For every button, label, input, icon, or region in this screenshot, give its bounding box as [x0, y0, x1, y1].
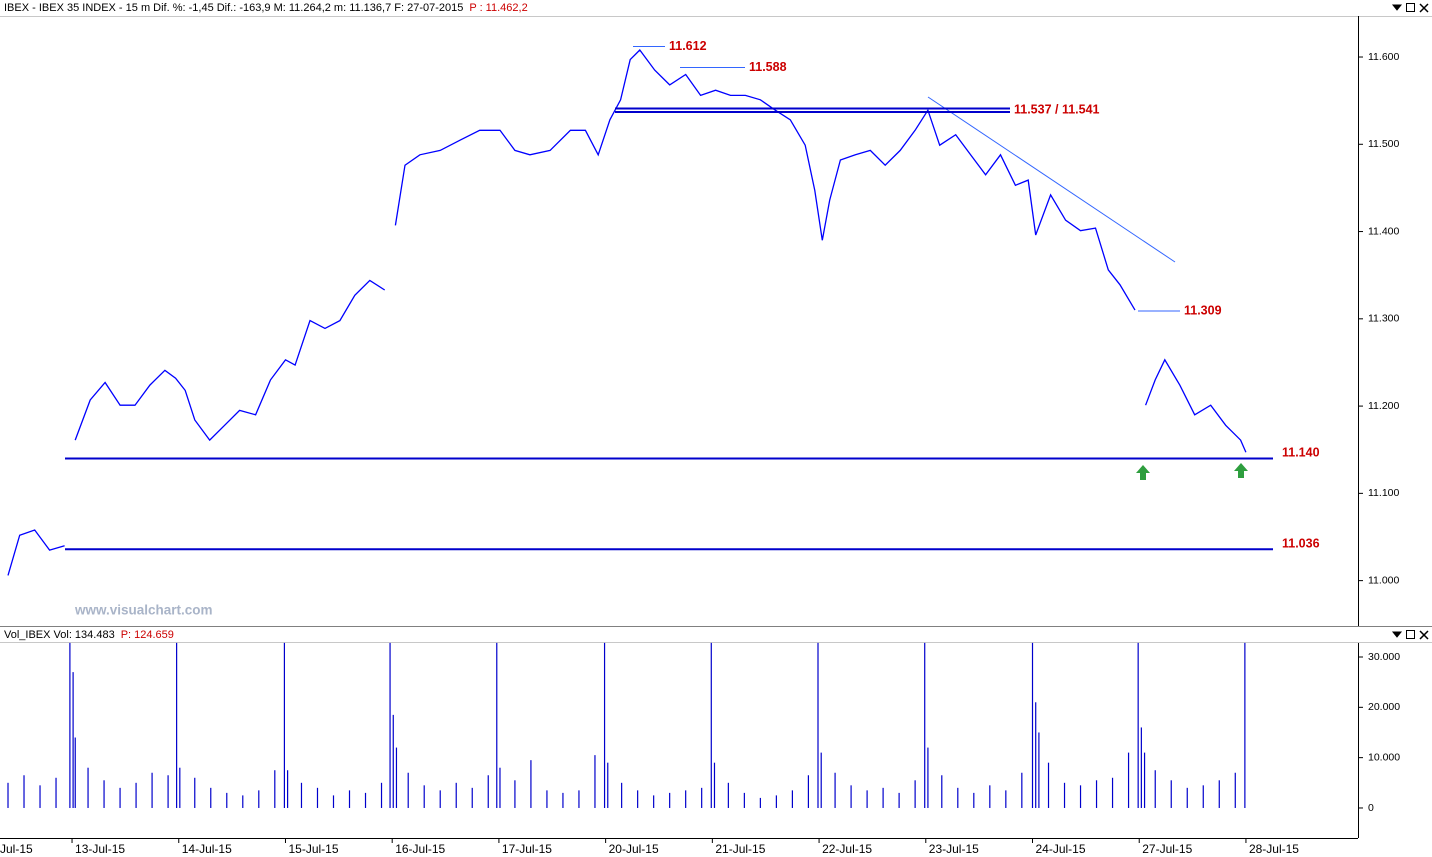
x-tick-label: 28-Jul-15 [1249, 842, 1299, 856]
y-tick-label: 11.400 [1368, 225, 1399, 237]
y-tick-label: 11.200 [1368, 400, 1399, 412]
x-tick-label: 13-Jul-15 [75, 842, 125, 856]
maximize-button[interactable] [1406, 3, 1415, 12]
level-label: 11.036 [1282, 537, 1320, 551]
up-arrow [1234, 463, 1248, 478]
x-tick-label: Jul-15 [0, 842, 33, 856]
y-tick-label: 30.000 [1368, 651, 1400, 663]
level-label: 11.309 [1184, 303, 1222, 317]
level-label: 11.612 [669, 39, 707, 53]
minimize-button[interactable] [1391, 4, 1403, 11]
x-tick-label: 17-Jul-15 [502, 842, 552, 856]
y-tick-label: 11.500 [1368, 138, 1399, 150]
up-arrow [1136, 465, 1150, 480]
last-price: P : 11.462,2 [469, 2, 527, 14]
x-tick-label: 23-Jul-15 [929, 842, 979, 856]
x-tick-label: 15-Jul-15 [288, 842, 338, 856]
level-label: 11.588 [749, 60, 787, 74]
level-label: 11.537 / 11.541 [1014, 103, 1100, 117]
x-tick-label: 27-Jul-15 [1142, 842, 1192, 856]
x-tick-label: 20-Jul-15 [609, 842, 659, 856]
chart-title: IBEX - IBEX 35 INDEX - 15 m Dif. %: -1,4… [4, 2, 463, 14]
x-tick-label: 14-Jul-15 [182, 842, 232, 856]
watermark: www.visualchart.com [74, 603, 213, 618]
close-button[interactable] [1419, 3, 1429, 13]
y-tick-label: 11.300 [1368, 313, 1399, 325]
window-buttons[interactable] [1391, 3, 1429, 640]
close-button[interactable] [1419, 630, 1429, 640]
maximize-button[interactable] [1406, 630, 1415, 639]
x-tick-label: 21-Jul-15 [715, 842, 765, 856]
y-tick-label: 11.600 [1368, 51, 1399, 63]
minimize-button[interactable] [1391, 631, 1403, 638]
y-tick-label: 11.100 [1368, 487, 1399, 499]
y-tick-label: 0 [1368, 802, 1374, 814]
level-label: 11.140 [1282, 446, 1320, 460]
x-tick-label: 16-Jul-15 [395, 842, 445, 856]
y-tick-label: 20.000 [1368, 701, 1400, 713]
x-tick-label: 24-Jul-15 [1036, 842, 1086, 856]
y-tick-label: 11.000 [1368, 574, 1399, 586]
x-tick-label: 22-Jul-15 [822, 842, 872, 856]
price-line [7, 49, 1247, 576]
volume-title: Vol_IBEX Vol: 134.483 [4, 629, 115, 641]
trend-line [927, 96, 1176, 263]
y-tick-label: 10.000 [1368, 751, 1400, 763]
last-volume: P: 124.659 [121, 629, 174, 641]
